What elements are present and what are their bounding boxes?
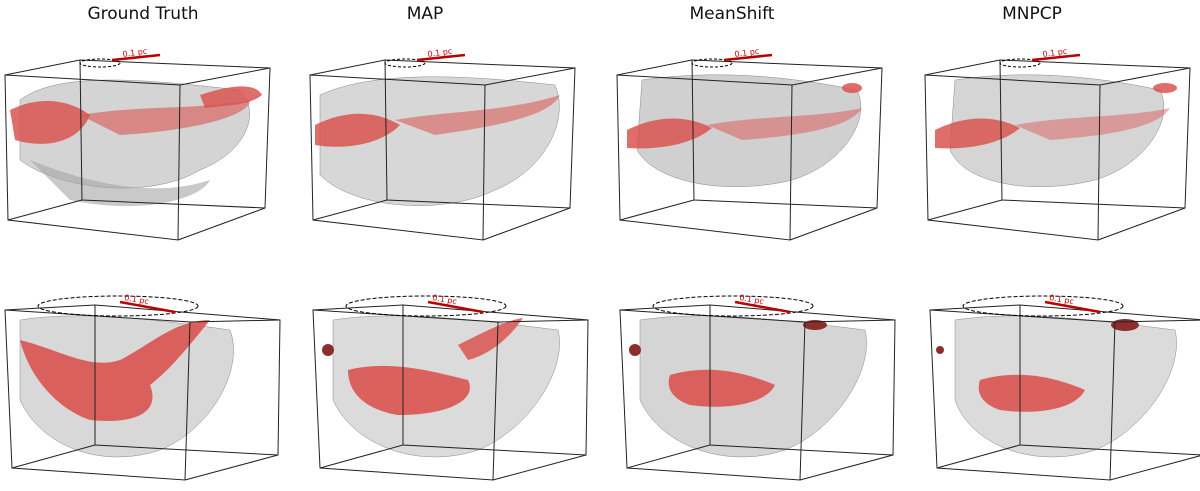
panel-map-bottom: 0.1 pc <box>312 293 589 481</box>
scale-bar-label: 0.1 pc <box>122 47 148 59</box>
panel-mnpcp-bottom: 0.1 pc <box>929 293 1200 481</box>
col-title-ground-truth: Ground Truth <box>87 4 199 24</box>
scale-bar-label: 0.1 pc <box>734 47 760 59</box>
panel-meanshift-bottom: 0.1 pc <box>619 293 896 481</box>
col-title-map: MAP <box>406 4 444 24</box>
col-title-meanshift: MeanShift <box>689 4 775 24</box>
scale-bar-label: 0.1 pc <box>739 293 765 306</box>
scale-bar-label: 0.1 pc <box>1049 293 1075 306</box>
panel-map-top: 0.1 pc <box>309 47 576 241</box>
panel-meanshift-top: 0.1 pc <box>616 47 883 241</box>
scale-bar-label: 0.1 pc <box>124 293 150 306</box>
col-title-mnpcp: MNPCP <box>1002 4 1062 24</box>
scale-bar-label: 0.1 pc <box>427 47 453 59</box>
panel-ground-truth-bottom: 0.1 pc <box>4 293 281 481</box>
scale-bar-label: 0.1 pc <box>432 293 458 306</box>
panel-ground-truth-top: 0.1 pc <box>4 47 271 241</box>
scale-bar-label: 0.1 pc <box>1042 47 1068 59</box>
panel-mnpcp-top: 0.1 pc <box>924 47 1191 241</box>
